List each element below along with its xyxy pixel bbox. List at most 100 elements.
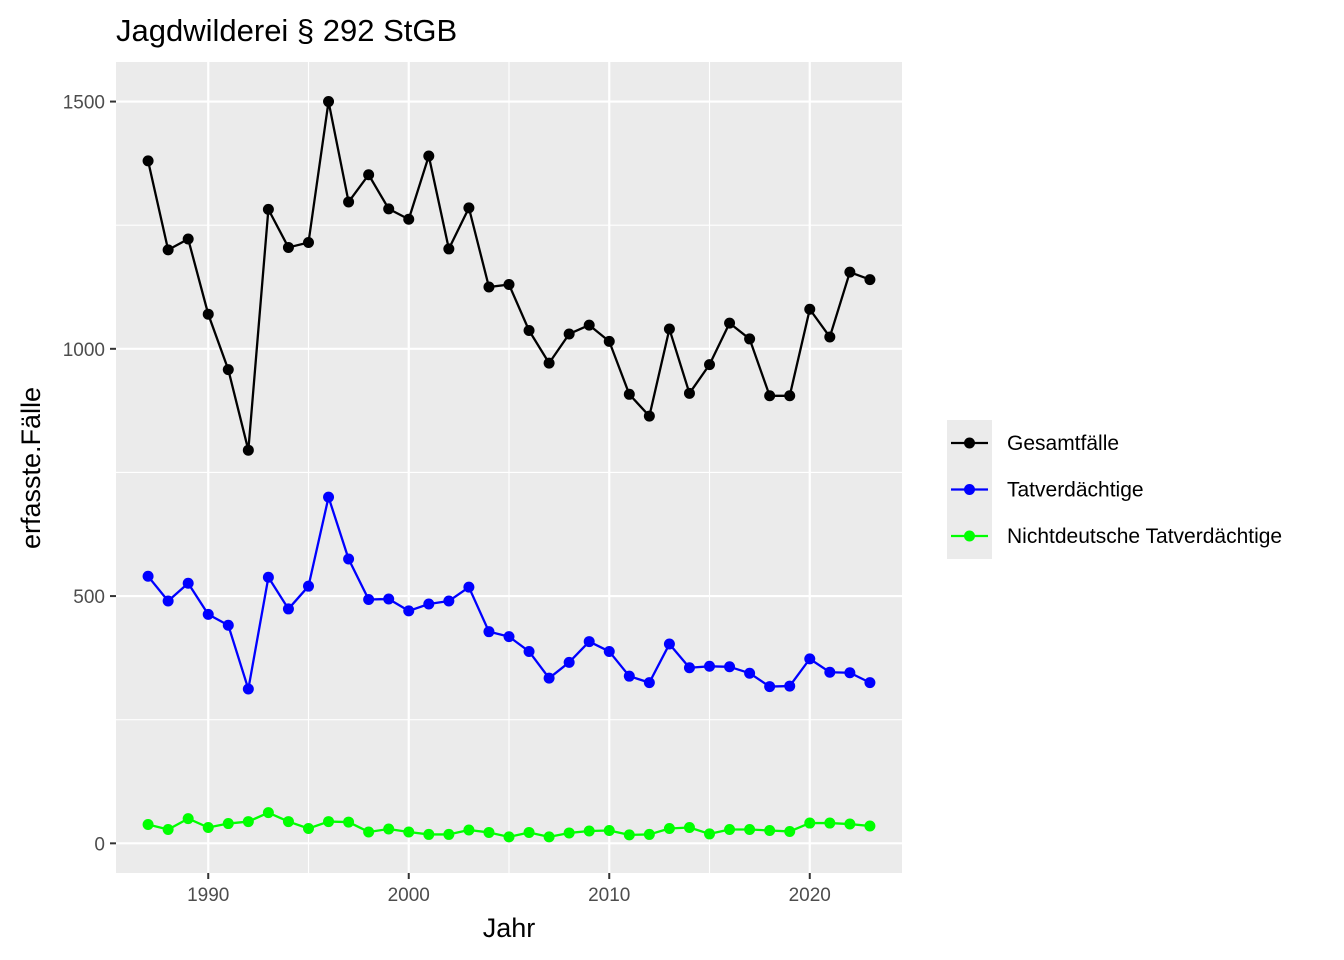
series-2	[142, 807, 876, 843]
series-0-point	[523, 325, 535, 337]
series-1-point	[683, 662, 695, 674]
legend: Gesamtfälle Tatverdächtige Nichtdeutsche T…	[947, 420, 1282, 559]
series-2-point	[523, 826, 535, 838]
series-2-point	[363, 826, 375, 838]
series-2-point	[483, 826, 495, 838]
series-2-point	[262, 807, 274, 819]
series-0-point	[844, 266, 856, 278]
series-2-point	[403, 826, 415, 838]
series-1-point	[804, 653, 816, 665]
x-tick-label: 2000	[388, 885, 430, 906]
series-1	[142, 491, 876, 695]
series-0-point	[864, 274, 876, 286]
series-1-point	[423, 598, 435, 610]
series-0-point	[182, 233, 194, 245]
series-0-point	[202, 308, 214, 320]
series-2-point	[744, 823, 756, 835]
series-0-point	[663, 323, 675, 335]
series-1-point	[463, 581, 475, 593]
series-0-point	[623, 388, 635, 400]
series-1-point	[563, 656, 575, 668]
series-1-point	[182, 577, 194, 589]
series-2-point	[784, 825, 796, 837]
series-0-point	[162, 244, 174, 256]
series-layer	[142, 96, 876, 843]
series-0-point	[744, 333, 756, 345]
series-1-point	[302, 580, 314, 592]
series-1-point	[784, 680, 796, 692]
series-0-point	[583, 319, 595, 331]
series-0-point	[323, 96, 335, 108]
legend-item: Nichtdeutsche Tatverdächtige	[951, 525, 1282, 548]
series-1-point	[864, 677, 876, 689]
series-2-point	[623, 829, 635, 841]
series-1-point	[242, 683, 254, 695]
series-0-point	[403, 213, 415, 225]
series-2-point	[302, 822, 314, 834]
grid-lines	[116, 62, 902, 873]
series-1-point	[503, 631, 515, 643]
series-1-point	[142, 570, 154, 582]
series-0-point	[603, 335, 615, 347]
y-axis-title: erfasste.Fälle	[16, 387, 46, 549]
series-0-point	[222, 364, 234, 376]
series-1-point	[282, 603, 294, 615]
series-1-point	[343, 553, 355, 565]
series-1-point	[262, 571, 274, 583]
series-1-point	[824, 666, 836, 678]
series-2-point	[804, 817, 816, 829]
y-tick-label: 1500	[63, 93, 105, 114]
series-2-point	[503, 831, 515, 843]
series-2-point	[583, 825, 595, 837]
series-2-point	[824, 817, 836, 829]
series-0-point	[262, 203, 274, 215]
legend-item: Gesamtfälle	[951, 432, 1119, 455]
y-tick-label: 0	[94, 834, 105, 855]
series-1-point	[483, 626, 495, 638]
legend-key-point	[964, 484, 975, 495]
x-tick-label: 2010	[588, 885, 630, 906]
series-0-point	[302, 236, 314, 248]
series-2-point	[704, 828, 716, 840]
series-1-point	[523, 645, 535, 657]
series-2-point	[463, 824, 475, 836]
series-2-point	[383, 823, 395, 835]
series-0-point	[704, 359, 716, 371]
series-2-point	[222, 818, 234, 830]
series-1-point	[583, 636, 595, 648]
series-2-point	[242, 816, 254, 828]
series-0-point	[764, 390, 776, 402]
legend-label: Tatverdächtige	[1007, 479, 1144, 502]
series-0-point	[724, 317, 736, 329]
series-0-point	[804, 303, 816, 315]
legend-label: Nichtdeutsche Tatverdächtige	[1007, 525, 1282, 548]
legend-key-point	[964, 437, 975, 449]
x-tick-label: 2020	[789, 885, 831, 906]
series-2-point	[282, 816, 294, 828]
series-0-point	[443, 243, 455, 255]
series-0	[142, 96, 876, 456]
x-axis: 1990 2000 2010 2020	[187, 873, 831, 906]
series-0-point	[282, 241, 294, 253]
series-2-point	[323, 816, 335, 828]
series-0-point	[483, 281, 495, 293]
series-0-point	[643, 410, 655, 422]
series-1-point	[383, 593, 395, 605]
series-1-point	[403, 605, 415, 617]
series-2-point	[142, 819, 154, 831]
series-2-point	[423, 828, 435, 840]
series-1-point	[202, 608, 214, 620]
series-1-point	[543, 672, 555, 684]
series-2-point	[563, 827, 575, 839]
series-0-point	[383, 203, 395, 215]
series-2-point	[202, 822, 214, 834]
series-0-point	[784, 390, 796, 402]
series-0-point	[463, 202, 475, 214]
series-0-point	[503, 279, 515, 291]
series-0-point	[683, 387, 695, 399]
series-1-point	[764, 681, 776, 693]
series-2-point	[443, 828, 455, 840]
series-1-point	[443, 595, 455, 607]
y-tick-label: 1000	[63, 340, 105, 361]
